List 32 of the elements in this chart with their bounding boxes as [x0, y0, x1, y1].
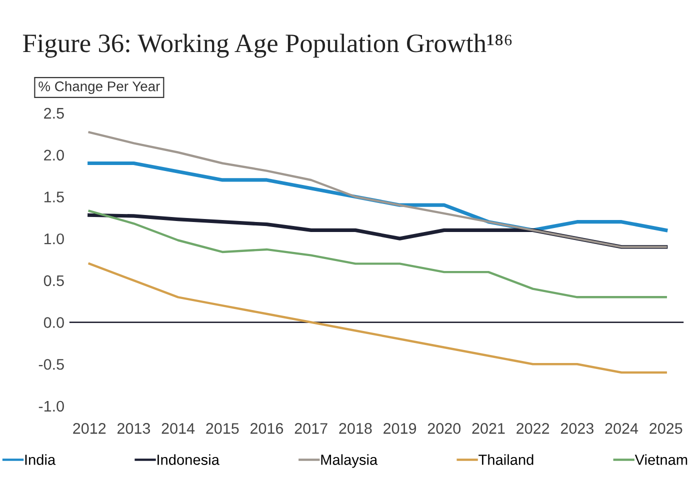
x-tick-label: 2021 — [472, 423, 505, 434]
line-series — [88, 262, 667, 374]
y-tick-label: 2.5 — [44, 108, 64, 119]
y-tick-label: 2.0 — [44, 150, 64, 161]
line-series — [88, 210, 667, 298]
legend-label: Malaysia — [321, 454, 378, 468]
x-tick-label: 2014 — [162, 423, 195, 434]
y-axis-title: % Change Per Year — [38, 81, 160, 94]
x-tick-label: 2022 — [516, 423, 550, 434]
y-tick-label: 1.0 — [44, 233, 64, 244]
y-tick-label: -0.5 — [38, 358, 64, 370]
x-tick-label: 2018 — [339, 423, 372, 434]
x-tick-label: 2024 — [605, 423, 638, 434]
y-tick-label: -1.0 — [38, 400, 64, 412]
y-tick-label: 0.0 — [44, 317, 64, 328]
legend-label: Thailand — [478, 454, 534, 465]
x-tick-label: 2012 — [73, 423, 106, 434]
line-series — [88, 131, 667, 248]
x-tick-label: 2019 — [384, 423, 416, 434]
x-tick-label: 2020 — [428, 423, 461, 434]
x-tick-label: 2017 — [294, 423, 328, 434]
legend-label: Vietnam — [634, 454, 688, 465]
x-tick-label: 2025 — [650, 423, 682, 434]
x-tick-label: 2015 — [206, 423, 239, 434]
x-tick-label: 2013 — [117, 423, 150, 434]
chart-title: Figure 36: Working Age Population Growth¹⁸⁶ — [22, 34, 512, 58]
legend-label: India — [25, 454, 56, 465]
x-tick-label: 2016 — [250, 423, 284, 434]
y-tick-label: 1.5 — [44, 192, 64, 202]
y-tick-label: 0.5 — [44, 275, 64, 286]
x-tick-label: 2023 — [560, 423, 594, 434]
legend-label: Indonesia — [158, 454, 220, 465]
